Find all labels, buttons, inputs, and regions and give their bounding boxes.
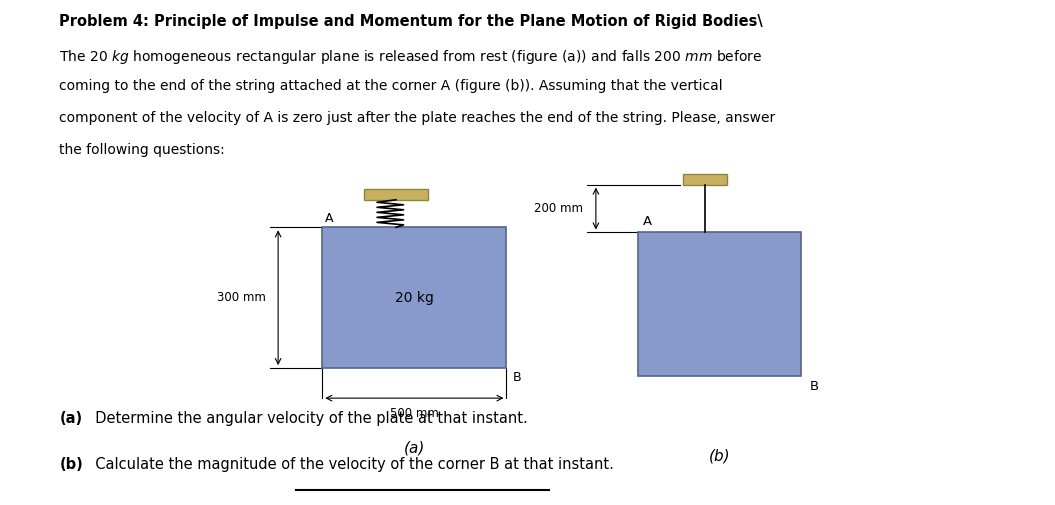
Text: A: A bbox=[644, 216, 652, 228]
Bar bbox=[684, 174, 727, 185]
Text: (b): (b) bbox=[709, 448, 730, 464]
Text: (a): (a) bbox=[404, 441, 425, 456]
Text: Calculate the magnitude of the velocity of the corner B at that instant.: Calculate the magnitude of the velocity … bbox=[85, 458, 613, 472]
Bar bbox=[364, 189, 427, 200]
Text: B: B bbox=[513, 371, 521, 383]
Text: 500 mm: 500 mm bbox=[390, 407, 439, 420]
Text: B: B bbox=[809, 380, 819, 392]
Text: The 20 $kg$ homogeneous rectangular plane is released from rest (figure (a)) and: The 20 $kg$ homogeneous rectangular plan… bbox=[59, 47, 763, 66]
Text: Problem 4: Principle of Impulse and Momentum for the Plane Motion of Rigid Bodie: Problem 4: Principle of Impulse and Mome… bbox=[59, 14, 763, 29]
Text: component of the velocity of A is zero just after the plate reaches the end of t: component of the velocity of A is zero j… bbox=[59, 111, 775, 125]
Text: the following questions:: the following questions: bbox=[59, 142, 225, 157]
Text: 300 mm: 300 mm bbox=[216, 291, 266, 304]
Bar bbox=[323, 227, 506, 368]
Bar bbox=[638, 232, 801, 376]
Text: Determine the angular velocity of the plate at that instant.: Determine the angular velocity of the pl… bbox=[85, 411, 528, 426]
Text: (a): (a) bbox=[59, 411, 82, 426]
Text: (b): (b) bbox=[59, 458, 83, 472]
Text: coming to the end of the string attached at the corner A (figure (b)). Assuming : coming to the end of the string attached… bbox=[59, 79, 723, 93]
Text: 20 kg: 20 kg bbox=[395, 291, 434, 305]
Text: 200 mm: 200 mm bbox=[534, 202, 583, 215]
Text: A: A bbox=[325, 212, 333, 225]
